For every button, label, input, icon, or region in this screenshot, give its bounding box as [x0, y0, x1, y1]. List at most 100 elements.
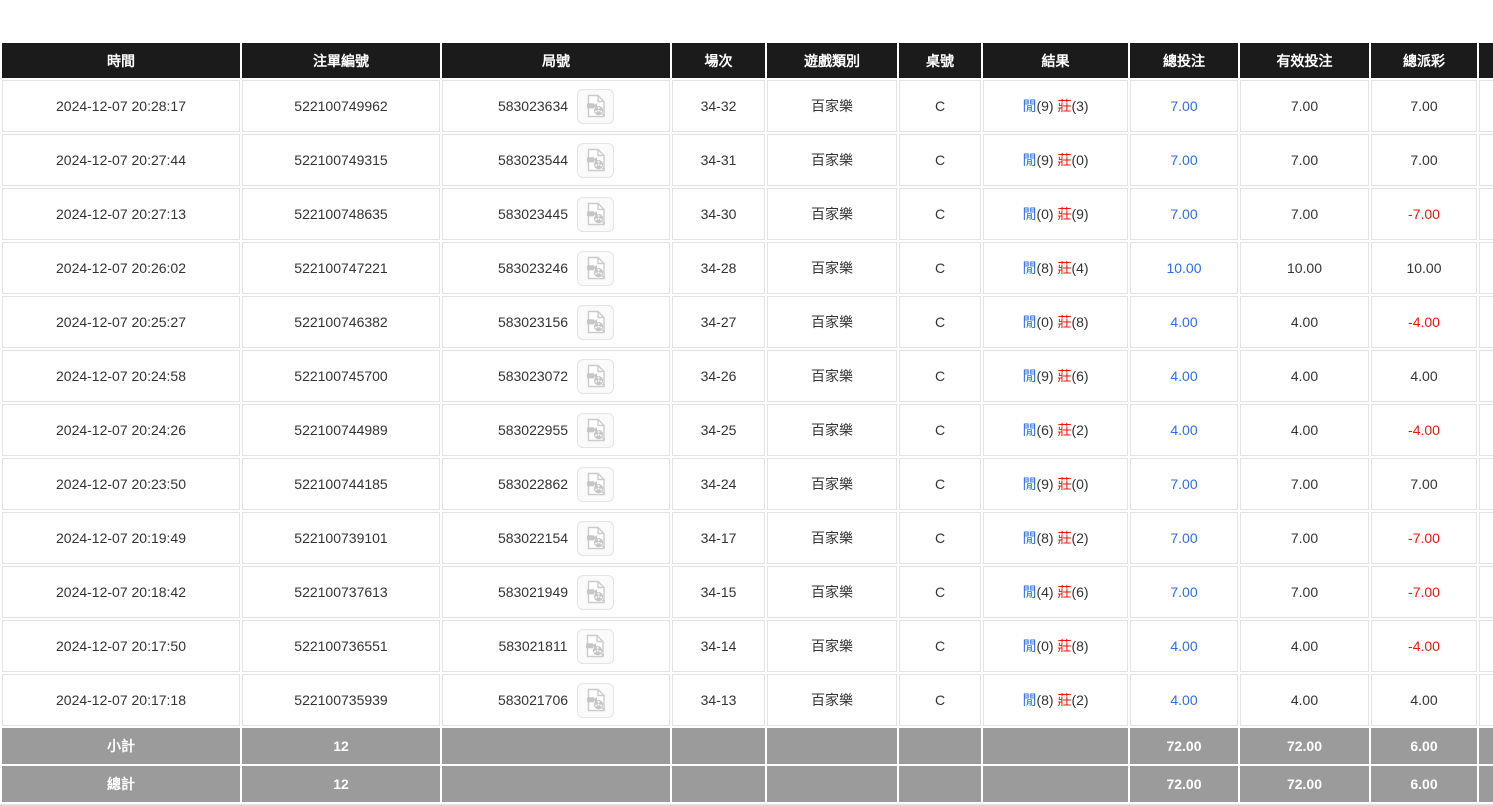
cell-result: 閒(9) 莊(0) — [983, 134, 1128, 186]
video-replay-button[interactable] — [577, 682, 615, 718]
cell-payout: 4.00 — [1371, 350, 1477, 402]
cell-valid-bet: 4.00 — [1240, 620, 1369, 672]
total-bet-link[interactable]: 4.00 — [1170, 368, 1198, 384]
payout-amount: 7.00 — [1410, 152, 1438, 168]
total-bet-link[interactable]: 7.00 — [1170, 584, 1198, 600]
round-number-text: 583021706 — [497, 692, 569, 708]
result-banker-label: 莊 — [1057, 476, 1072, 492]
total-bet-link[interactable]: 4.00 — [1170, 692, 1198, 708]
result-banker-label: 莊 — [1057, 692, 1072, 708]
video-record-icon — [584, 148, 608, 172]
column-header-4: 遊戲類別 — [767, 43, 897, 78]
cell-time: 2024-12-07 20:25:27 — [2, 296, 240, 348]
summary-valid-bet: 72.00 — [1240, 728, 1369, 764]
summary-empty — [983, 766, 1128, 802]
cell-valid-bet: 7.00 — [1240, 80, 1369, 132]
cell-game-type: 百家樂 — [767, 242, 897, 294]
cell-result: 閒(0) 莊(8) — [983, 296, 1128, 348]
video-replay-button[interactable] — [577, 142, 615, 178]
result-player-label: 閒 — [1022, 314, 1037, 330]
video-replay-button[interactable] — [577, 196, 615, 232]
cell-total-bet: 7.00 — [1130, 188, 1238, 240]
video-replay-button[interactable] — [577, 412, 615, 448]
payout-amount: 7.00 — [1410, 98, 1438, 114]
total-bet-link[interactable]: 7.00 — [1170, 206, 1198, 222]
cell-valid-bet: 10.00 — [1240, 242, 1369, 294]
total-bet-link[interactable]: 4.00 — [1170, 314, 1198, 330]
cell-table-number: C — [899, 404, 981, 456]
column-header-0: 時間 — [2, 43, 240, 78]
payout-amount: -7.00 — [1408, 530, 1440, 546]
cell-result: 閒(8) 莊(2) — [983, 674, 1128, 726]
result-banker-score: (9) — [1071, 206, 1089, 222]
total-bet-link[interactable]: 7.00 — [1170, 530, 1198, 546]
round-number-wrap: 583023156 — [447, 304, 665, 340]
cell-total-bet: 7.00 — [1130, 512, 1238, 564]
cell-payout: -7.00 — [1371, 566, 1477, 618]
round-number-text: 583023246 — [497, 260, 569, 276]
video-record-icon — [584, 688, 608, 712]
cell-round-number: 583023156 — [442, 296, 670, 348]
cell-round-number: 583023445 — [442, 188, 670, 240]
cell-round-number: 583022955 — [442, 404, 670, 456]
cell-valid-bet: 7.00 — [1240, 134, 1369, 186]
round-number-text: 583021949 — [497, 584, 569, 600]
cell-result: 閒(8) 莊(2) — [983, 512, 1128, 564]
video-replay-button[interactable] — [577, 466, 615, 502]
result-banker-score: (3) — [1071, 98, 1089, 114]
table-footer: 小計 12 72.00 72.00 6.00 總計 12 72.00 72.00 6.00 — [2, 728, 1493, 802]
cell-truncated — [1479, 296, 1493, 348]
cell-round-number: 583023072 — [442, 350, 670, 402]
video-record-icon — [584, 526, 608, 550]
video-replay-button[interactable] — [577, 358, 615, 394]
video-replay-button[interactable] — [576, 628, 614, 664]
result-player-label: 閒 — [1022, 152, 1037, 168]
total-bet-link[interactable]: 7.00 — [1170, 98, 1198, 114]
total-bet-link[interactable]: 7.00 — [1170, 476, 1198, 492]
cell-bet-number: 522100747221 — [242, 242, 440, 294]
result-banker-label: 莊 — [1057, 638, 1072, 654]
cell-payout: 7.00 — [1371, 80, 1477, 132]
video-replay-button[interactable] — [577, 304, 615, 340]
column-header-3: 場次 — [672, 43, 765, 78]
result-player-label: 閒 — [1022, 422, 1037, 438]
table-row: 2024-12-07 20:19:49 522100739101 583022154… — [2, 512, 1493, 564]
cell-game-type: 百家樂 — [767, 296, 897, 348]
cell-session: 34-14 — [672, 620, 765, 672]
summary-empty — [767, 728, 897, 764]
cell-payout: -4.00 — [1371, 296, 1477, 348]
total-bet-link[interactable]: 4.00 — [1170, 638, 1198, 654]
cell-table-number: C — [899, 242, 981, 294]
video-replay-button[interactable] — [577, 250, 615, 286]
cell-game-type: 百家樂 — [767, 512, 897, 564]
cell-payout: 10.00 — [1371, 242, 1477, 294]
table-row: 2024-12-07 20:24:26 522100744989 583022955… — [2, 404, 1493, 456]
result-player-score: (8) — [1036, 260, 1058, 276]
subtotal-row: 小計 12 72.00 72.00 6.00 — [2, 728, 1493, 764]
cell-result: 閒(9) 莊(6) — [983, 350, 1128, 402]
video-record-icon — [584, 472, 608, 496]
result-banker-score: (8) — [1071, 638, 1089, 654]
summary-truncated — [1479, 766, 1493, 802]
result-banker-label: 莊 — [1057, 152, 1072, 168]
cell-bet-number: 522100746382 — [242, 296, 440, 348]
summary-empty — [442, 766, 670, 802]
video-replay-button[interactable] — [577, 574, 615, 610]
total-bet-link[interactable]: 10.00 — [1166, 260, 1202, 276]
cell-table-number: C — [899, 512, 981, 564]
cell-game-type: 百家樂 — [767, 458, 897, 510]
result-banker-label: 莊 — [1057, 260, 1072, 276]
cell-bet-number: 522100735939 — [242, 674, 440, 726]
cell-truncated — [1479, 674, 1493, 726]
total-bet-link[interactable]: 7.00 — [1170, 152, 1198, 168]
video-replay-button[interactable] — [577, 520, 615, 556]
bet-history-table: 時間 注單編號 局號 場次 遊戲類別 桌號 結果 總投注 有效投注 總派彩 2024-12-07 … — [0, 41, 1493, 804]
payout-amount: -7.00 — [1408, 206, 1440, 222]
total-bet-link[interactable]: 4.00 — [1170, 422, 1198, 438]
cell-game-type: 百家樂 — [767, 674, 897, 726]
video-replay-button[interactable] — [577, 88, 615, 124]
result-banker-label: 莊 — [1057, 368, 1072, 384]
round-number-text: 583023072 — [497, 368, 569, 384]
cell-result: 閒(0) 莊(9) — [983, 188, 1128, 240]
